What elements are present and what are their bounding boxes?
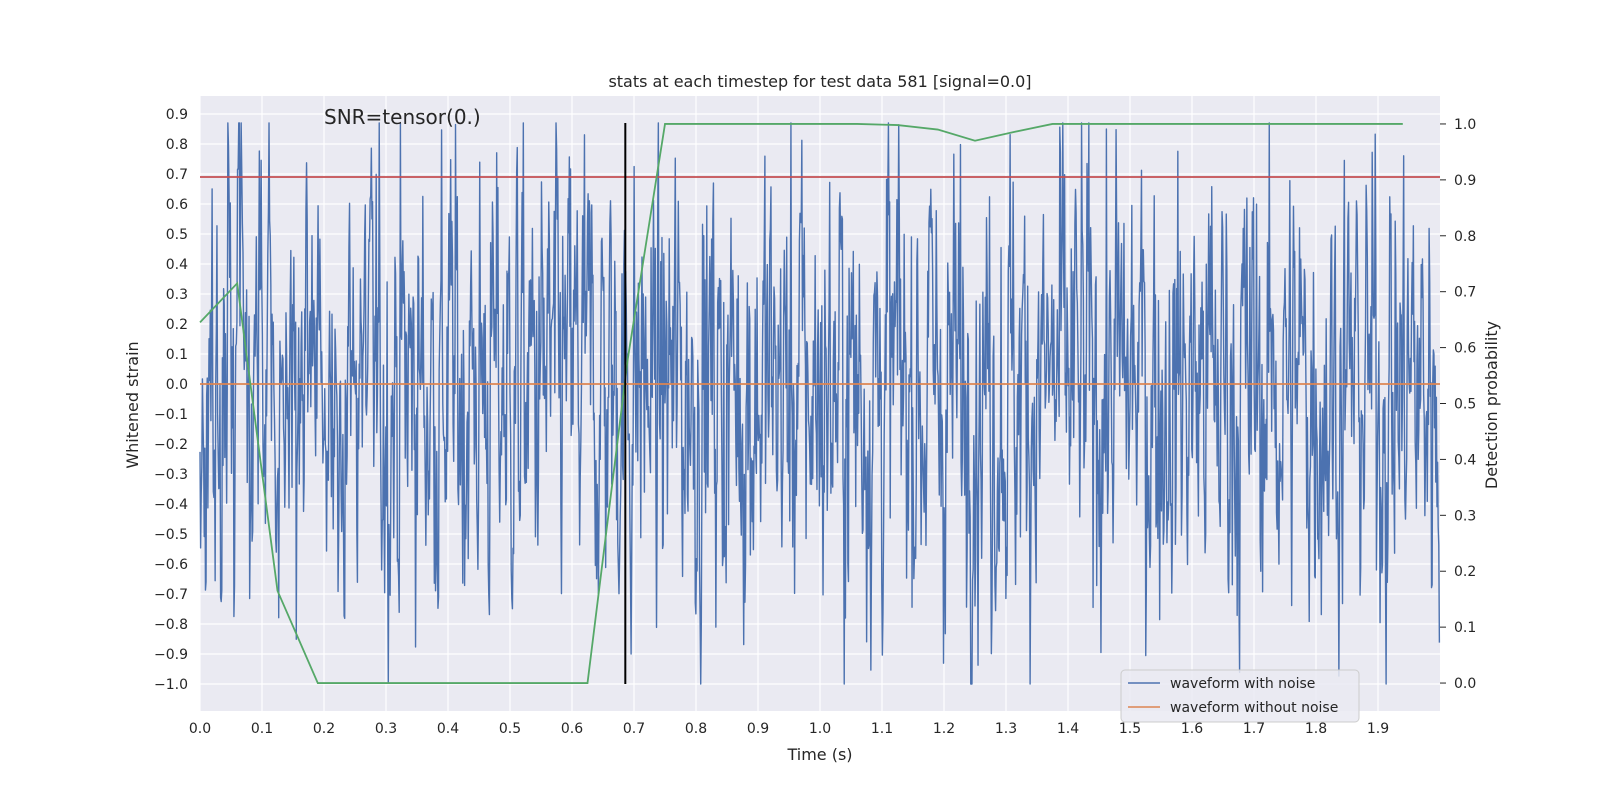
x-axis-label: Time (s) [786,745,852,764]
y-tick-label: 0.2 [166,317,188,333]
x-tick-label: 0.2 [313,721,335,737]
y-tick-label: −0.7 [154,587,188,603]
y-tick-label: −0.1 [154,407,188,423]
x-tick-label: 0.7 [623,721,645,737]
tick-labels: 0.0 0.1 0.2 0.3 0.4 0.5 0.6 0.7 0.8 0.9 1.0 1.1 1.2 1… [154,107,1476,737]
y2-tick-label: 0.4 [1454,452,1476,468]
y-tick-label: 0.3 [166,287,188,303]
overlay-series [199,123,1440,684]
y2-tick-label: 0.3 [1454,508,1476,524]
y-tick-label: −0.5 [154,527,188,543]
x-tick-label: 0.6 [561,721,583,737]
legend-label-noisy: waveform with noise [1170,676,1315,692]
legend-box [1120,669,1360,723]
x-tick-label: 0.3 [375,721,397,737]
x-tick-label: 1.0 [809,721,831,737]
x-tick-label: 1.4 [1057,721,1079,737]
y-tick-label: 0.1 [166,347,188,363]
y2-tick-label: 0.8 [1454,229,1476,245]
x-tick-label: 1.8 [1305,721,1327,737]
x-tick-label: 0.0 [189,721,211,737]
y-tick-label: 0.6 [166,197,188,213]
y-tick-label: −0.8 [154,617,188,633]
waveform-with-noise-line [199,122,1441,685]
x-tick-label: 0.9 [747,721,769,737]
y2-tick-label: 0.1 [1454,620,1476,636]
y-tick-label: −0.2 [154,437,188,453]
y2-tick-label: 0.6 [1454,341,1476,357]
y-tick-label: 0.4 [166,257,188,273]
y-axis-label: Whitened strain [123,341,142,468]
x-tick-label: 0.4 [437,721,459,737]
noisy-waveform-series [199,122,1441,685]
y-tick-label: 0.7 [166,167,188,183]
y2-tick-label: 0.7 [1454,285,1476,301]
y2-tick-label: 0.9 [1454,173,1476,189]
x-tick-label: 1.3 [995,721,1017,737]
y-tick-label: 0.0 [166,377,188,393]
x-tick-label: 1.9 [1367,721,1389,737]
y2-tick-label: 1.0 [1454,117,1476,133]
y-tick-label: −0.3 [154,467,188,483]
y2-tick-label: 0.2 [1454,564,1476,580]
x-tick-label: 1.1 [871,721,893,737]
x-tick-label: 0.1 [251,721,273,737]
snr-annotation: SNR=tensor(0.) [324,105,481,129]
y-tick-label: −0.6 [154,557,188,573]
y-tick-label: −0.4 [154,497,188,513]
x-tick-label: 0.5 [499,721,521,737]
x-tick-label: 0.8 [685,721,707,737]
x-tick-label: 1.7 [1243,721,1265,737]
y-tick-label: 0.5 [166,227,188,243]
x-tick-label: 1.2 [933,721,955,737]
y2-tick-label: 0.5 [1454,397,1476,413]
y2-tick-label: 0.0 [1454,676,1476,692]
y-tick-label: −1.0 [154,677,188,693]
detection-probability-line [199,123,1403,684]
legend: waveform with noise waveform without noi… [1120,669,1360,723]
y-tick-label: 0.9 [166,107,188,123]
chart-title: stats at each timestep for test data 581… [608,72,1031,91]
x-tick-label: 1.5 [1119,721,1141,737]
y-tick-label: 0.8 [166,137,188,153]
y2-axis-label: Detection probability [1482,321,1501,489]
y-tick-label: −0.9 [154,647,188,663]
x-tick-label: 1.6 [1181,721,1203,737]
legend-label-clean: waveform without noise [1170,700,1338,716]
